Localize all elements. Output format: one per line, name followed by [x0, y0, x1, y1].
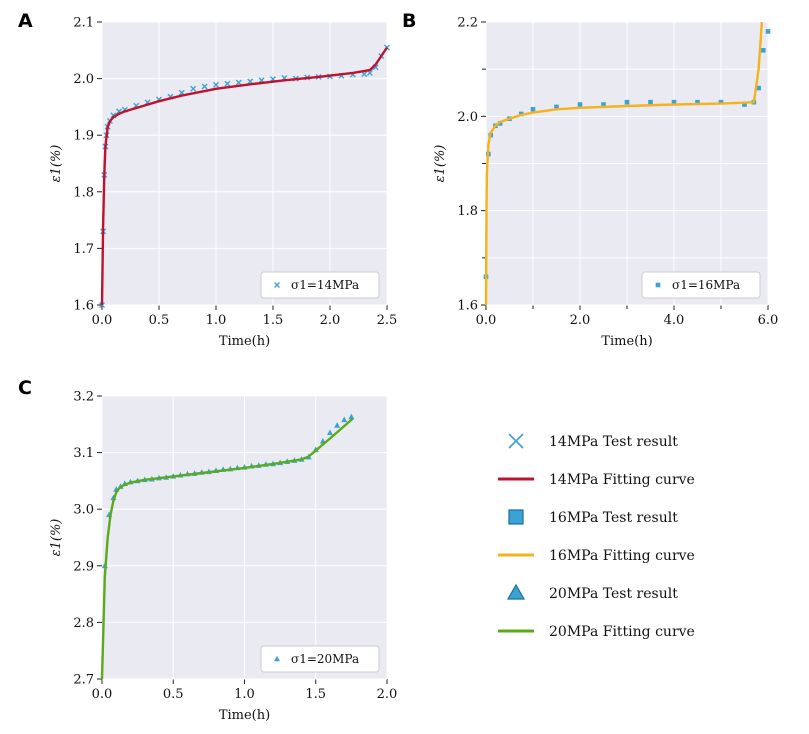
y-tick-label: 3.1: [73, 446, 94, 461]
legend-marker: [274, 655, 280, 662]
shared-legend-label: 20MPa Test result: [549, 586, 678, 602]
y-tick-label: 1.8: [457, 204, 478, 219]
panel-letter-b: B: [402, 10, 416, 32]
y-tick-label: 2.7: [73, 673, 94, 688]
x-tick-label: 2.0: [570, 313, 591, 328]
test-result-point: [190, 85, 197, 92]
test-result-point: [742, 102, 747, 107]
test-result-point: [224, 80, 231, 87]
test-result-point: [761, 48, 766, 53]
test-result-point: [327, 429, 333, 436]
x-tick-label: 0.0: [92, 687, 113, 702]
test-result-point: [530, 106, 536, 112]
y-tick-label: 2.8: [73, 616, 94, 631]
test-result-point: [554, 104, 559, 110]
shared-legend-triangle-marker: [506, 583, 526, 600]
y-tick-label: 1.8: [73, 185, 94, 200]
y-axis-label: ε1(%): [433, 145, 448, 183]
legend-label: σ1=14MPa: [291, 278, 359, 292]
legend-marker: [655, 282, 661, 288]
shared-legend-label: 14MPa Fitting curve: [549, 472, 695, 488]
fitting-curve: [100, 417, 354, 680]
y-tick-label: 1.6: [457, 299, 478, 314]
x-tick-label: 6.0: [758, 313, 779, 328]
x-tick-label: 2.0: [320, 313, 341, 328]
shared-legend-x-marker: [508, 433, 524, 449]
panel-b: 0.0 2.0 4.0 6.0 1.6 1.8 2.0 2.2 Time(h) ε1(%) σ1=1…: [433, 16, 778, 350]
fitting-curve: [484, 21, 764, 306]
test-result-point: [718, 99, 724, 105]
legend-box: [260, 645, 380, 673]
fitting-curve: [100, 46, 388, 306]
x-tick-label: 1.0: [206, 313, 227, 328]
x-tick-label: 0.0: [476, 313, 497, 328]
test-result-point: [334, 422, 341, 428]
x-axis-label: Time(h): [601, 334, 652, 349]
test-result-point: [756, 85, 761, 91]
shared-legend-square-marker: [508, 509, 524, 525]
y-tick-label: 2.9: [73, 559, 94, 574]
x-tick-label: 0.5: [163, 687, 184, 702]
y-tick-label: 3.0: [73, 503, 94, 518]
x-tick-label: 0.0: [92, 313, 113, 328]
panel-letter-c: C: [18, 377, 32, 399]
test-result-point: [695, 99, 700, 105]
test-result-point: [671, 99, 677, 105]
panel-letter-a: A: [18, 10, 33, 32]
shared-legend-label: 14MPa Test result: [549, 434, 678, 450]
y-tick-label: 2.2: [457, 16, 478, 31]
shared-legend-label: 16MPa Fitting curve: [549, 548, 695, 564]
test-result-point: [341, 416, 348, 423]
x-tick-label: 1.0: [234, 687, 255, 702]
x-axis-label: Time(h): [219, 334, 270, 349]
panel-a: 0.0 0.5 1.0 1.5 2.0 2.5 1.6 1.7 1.8 1.9 2.0 2.1 Time…: [49, 16, 397, 350]
x-tick-label: 1.5: [263, 313, 284, 328]
test-result-point: [348, 413, 355, 420]
y-tick-label: 1.6: [73, 299, 94, 314]
panel-c: 0.0 0.5 1.0 1.5 2.0 2.7 2.8 2.9 3.0 3.1 3.2 Time(h)…: [49, 390, 397, 724]
test-result-point: [201, 83, 208, 90]
y-axis-label: ε1(%): [49, 145, 64, 183]
shared-legend-label: 20MPa Fitting curve: [549, 624, 695, 640]
test-result-point: [648, 99, 653, 105]
test-result-point: [213, 81, 219, 88]
test-result-point: [235, 79, 242, 86]
x-tick-label: 2.5: [377, 313, 398, 328]
legend-box: [641, 271, 761, 299]
shared-legend-label: 16MPa Test result: [549, 510, 678, 526]
shared-legend: 14MPa Test result 14MPa Fitting curve 16MP…: [498, 433, 695, 640]
y-tick-label: 2.0: [457, 110, 478, 125]
x-tick-label: 0.5: [149, 313, 170, 328]
y-tick-label: 2.0: [73, 72, 94, 87]
legend-label: σ1=16MPa: [672, 278, 740, 292]
x-axis-label: Time(h): [219, 708, 270, 723]
legend-label: σ1=20MPa: [291, 652, 359, 666]
legend-box: [260, 271, 380, 299]
plot-area: [102, 22, 387, 305]
y-tick-label: 1.9: [73, 129, 94, 144]
test-result-point: [624, 99, 630, 105]
x-tick-label: 1.5: [305, 687, 326, 702]
x-tick-label: 2.0: [377, 687, 398, 702]
test-result-point: [765, 29, 771, 34]
y-tick-label: 2.1: [73, 16, 94, 31]
y-tick-label: 3.2: [73, 390, 94, 405]
legend-marker: [274, 282, 280, 288]
test-result-point: [601, 102, 606, 107]
x-tick-label: 4.0: [664, 313, 685, 328]
test-result-point: [577, 102, 583, 107]
y-axis-label: ε1(%): [49, 519, 64, 557]
y-tick-label: 1.7: [73, 242, 94, 257]
